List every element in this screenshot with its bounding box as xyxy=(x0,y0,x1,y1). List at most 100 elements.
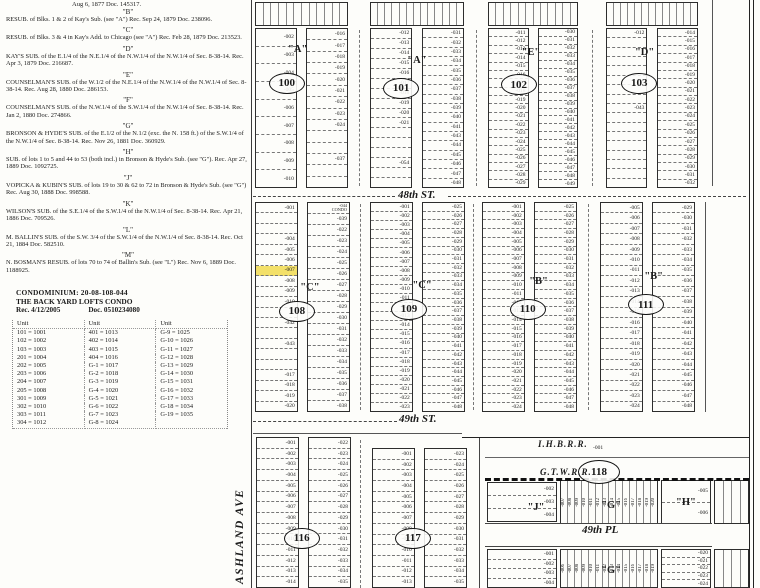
lot-number: -035 xyxy=(337,579,348,586)
lot-cell xyxy=(435,3,443,25)
lot-number: -005 xyxy=(697,488,708,495)
legal-entry: "F" COUNSELMAN'S SUB. of the N.W.1/4 of t… xyxy=(6,96,250,119)
lot-number: -014 xyxy=(399,50,410,57)
lot-row: -019 xyxy=(371,99,412,109)
lot-number: -018 xyxy=(284,382,295,389)
lot-row: -020 xyxy=(307,74,347,86)
condo-table-cell: G-17 = 1033 xyxy=(160,394,194,402)
condo-table-cell: 301 = 1009 xyxy=(13,394,85,404)
lot-cell xyxy=(450,3,457,25)
lot-row: -014 xyxy=(371,321,412,331)
lot-number: -027 xyxy=(563,221,574,228)
lot-row: -031 xyxy=(653,224,694,235)
lot-number: -032 xyxy=(563,264,574,271)
lot-number: -009 xyxy=(283,158,294,165)
lot-number: -012 xyxy=(285,557,296,564)
lot-row: -010 xyxy=(601,255,642,266)
condo-table-cell: 101 = 1001 xyxy=(13,329,85,338)
legal-entry: "K" WILSON'S SUB. of the S.E.1/4 of the S… xyxy=(6,200,250,223)
lot-number: -022 xyxy=(334,99,345,106)
lot-number: -031 xyxy=(563,256,574,263)
block-g-upper-letter: "G" xyxy=(601,499,621,511)
map-line xyxy=(485,478,749,481)
lot-number: -003 xyxy=(543,499,554,505)
lot-row: -031 xyxy=(425,535,466,546)
lot-number: -035 xyxy=(563,290,574,297)
lot-row: -039 xyxy=(422,104,463,114)
lot-number: -019 xyxy=(644,497,650,507)
lot-row: -049 xyxy=(539,180,578,187)
lot-number: -011 xyxy=(629,267,640,274)
lot-row: -004 xyxy=(488,509,556,521)
condo-table-row: 102 = 1002 402 = 1014 G-10 = 1026 xyxy=(13,337,227,346)
lot-number: -045 xyxy=(451,377,462,384)
lot-row xyxy=(256,360,297,371)
lot-row xyxy=(607,95,647,104)
condo-table-cell: 304 = 1012 xyxy=(13,419,85,429)
lot-cell xyxy=(607,3,614,25)
lot-row: -001 xyxy=(371,203,412,213)
lot-row xyxy=(256,349,297,360)
lot-number: -048 xyxy=(564,172,575,179)
lot-number: -028 xyxy=(563,229,574,236)
lot-row: -026 xyxy=(423,212,464,221)
lot-number: -045 xyxy=(563,377,574,384)
lot-number: -041 xyxy=(563,343,574,350)
legal-entry-key: "L" xyxy=(123,225,133,234)
railroad-label-gtwrr: G.T.W.R.R. xyxy=(540,467,592,477)
lot-number: -040 xyxy=(564,109,575,115)
lot-cell xyxy=(691,3,697,25)
lot-row: -011 xyxy=(257,545,298,556)
lot-number: -039 xyxy=(564,101,575,108)
lot-number: -036 xyxy=(450,76,461,83)
lot-row: -035 xyxy=(423,290,464,299)
lot-number: -041 xyxy=(450,123,461,130)
lot-number: -022 xyxy=(399,395,410,402)
lot-number: -028 xyxy=(684,146,695,153)
lot-cell xyxy=(428,3,436,25)
lot-cell xyxy=(715,550,724,587)
lot-row: -033 xyxy=(422,48,463,58)
lot-number: -028 xyxy=(451,229,462,236)
lot-row: -030 xyxy=(538,29,577,37)
lot-row: -006 xyxy=(601,213,642,224)
lot-number: -018 xyxy=(511,351,522,358)
block-number-110: 110 xyxy=(509,298,546,320)
lot-number: -019 xyxy=(399,367,410,374)
lot-number: -027 xyxy=(337,493,348,500)
lot-number: -003 xyxy=(283,52,294,58)
map-line xyxy=(251,0,252,588)
lot-cell xyxy=(534,3,541,25)
condo-table-cell: 103 = 1003 xyxy=(13,345,85,354)
lot-row: -040 xyxy=(423,334,464,343)
lot-number: -001 xyxy=(401,450,412,457)
lot-row: -043 xyxy=(423,360,464,369)
lot-number: -015 xyxy=(623,564,629,573)
block-letter-101: "A" xyxy=(407,55,427,67)
lot-row: -008 xyxy=(256,135,296,153)
lot-number: -002 xyxy=(543,560,554,567)
lot-row: -023 xyxy=(483,394,524,404)
block-number-111: 111 xyxy=(627,294,664,316)
lot-row: -041 xyxy=(538,116,577,125)
lot-row: -001 xyxy=(488,550,556,560)
lot-number: -047 xyxy=(563,395,574,402)
block-number-108: 108 xyxy=(278,300,315,322)
lot-number: -006 xyxy=(511,247,522,254)
lot-number: -047 xyxy=(451,395,462,402)
lot-row: -034 xyxy=(423,281,464,291)
lot-row xyxy=(371,148,412,159)
lot-cell xyxy=(271,3,280,25)
lot-number: -044 xyxy=(564,140,575,147)
condo-name: THE BACK YARD LOFTS CONDO xyxy=(16,297,133,306)
lot-cell xyxy=(302,3,310,25)
lot-row: -044 xyxy=(422,141,463,151)
lot-row: -021 xyxy=(601,370,642,381)
lot-row: -045 xyxy=(423,377,464,386)
block-117-right-column: -023 -024 -025 -026 -027 -028 -029 -030 -031 -032… xyxy=(424,448,467,588)
lot-row: -005 xyxy=(371,239,412,249)
lot-row: -014 xyxy=(483,316,524,325)
lot-row: -022 xyxy=(489,121,528,130)
block-117-left-column: -001-002-003-004-005-006-007-008-009-010… xyxy=(372,448,415,588)
lot-row: -015 xyxy=(489,63,528,71)
